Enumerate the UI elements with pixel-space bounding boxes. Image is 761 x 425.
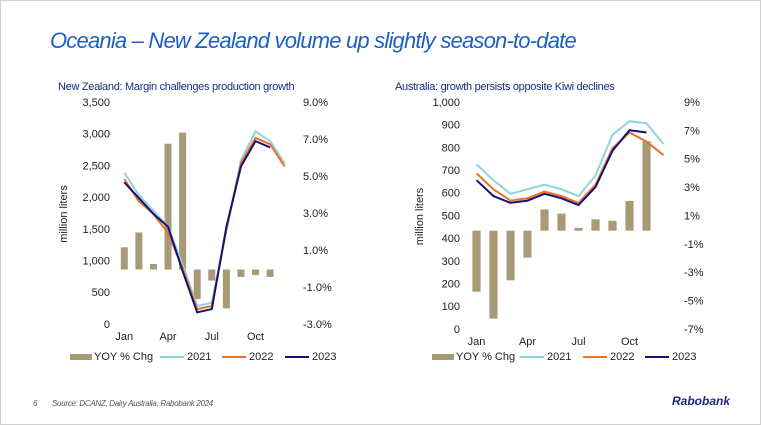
legend-label: 2021: [547, 351, 571, 363]
legend-swatch: [432, 354, 454, 360]
y-axis-label: million liters: [58, 185, 70, 243]
y2-tick-label: 1.0%: [303, 245, 328, 257]
y2-tick-label: 9.0%: [303, 97, 328, 109]
y-tick-label: 2,500: [82, 160, 110, 172]
y2-tick-label: 5.0%: [303, 171, 328, 183]
x-tick-label: Oct: [247, 331, 264, 343]
line-series: [475, 131, 665, 205]
y-tick-label: 3,500: [82, 97, 110, 109]
y-tick-label: 0: [104, 319, 110, 331]
legend-label: 2022: [610, 351, 634, 363]
x-tick-label: Jul: [205, 331, 219, 343]
y2-tick-label: -5%: [684, 296, 704, 308]
bar: [506, 230, 515, 281]
y2-tick-label: -1%: [684, 239, 704, 251]
y-tick-label: 400: [442, 233, 460, 245]
bar: [135, 232, 143, 270]
y2-tick-label: -3%: [684, 267, 704, 279]
bar: [489, 230, 498, 319]
legend-label: YOY % Chg: [456, 351, 515, 363]
chart-title: Australia: growth persists opposite Kiwi…: [395, 81, 615, 93]
bar: [193, 269, 201, 300]
y-tick-label: 500: [92, 287, 110, 299]
y-tick-label: 800: [442, 142, 460, 154]
line-series: [475, 129, 647, 207]
bar: [237, 269, 245, 277]
y-tick-label: 1,000: [82, 255, 110, 267]
y2-tick-label: 9%: [684, 97, 700, 109]
line-series: [123, 130, 286, 308]
legend-label: 2021: [187, 351, 211, 363]
y2-tick-label: 7.0%: [303, 134, 328, 146]
legend-label: YOY % Chg: [94, 351, 153, 363]
legend-swatch: [70, 354, 92, 360]
y-tick-label: 200: [442, 279, 460, 291]
bar: [266, 269, 274, 277]
y2-tick-label: 1%: [684, 210, 700, 222]
source-note: Source: DCANZ, Dairy Australia, Rabobank…: [52, 399, 214, 408]
y2-tick-label: -7%: [684, 324, 704, 336]
x-tick-label: Jan: [468, 336, 486, 348]
logo: Rabobank: [672, 394, 731, 408]
x-tick-label: Apr: [159, 331, 176, 343]
y-tick-label: 700: [442, 165, 460, 177]
legend-label: 2023: [312, 351, 336, 363]
legend-label: 2023: [672, 351, 696, 363]
bar: [608, 220, 617, 231]
y-tick-label: 300: [442, 256, 460, 268]
page-number: 6: [33, 399, 38, 408]
bar: [472, 230, 481, 292]
y2-tick-label: -1.0%: [303, 282, 332, 294]
bar: [222, 269, 230, 309]
bar: [591, 219, 600, 231]
y2-tick-label: 7%: [684, 125, 700, 137]
bar: [149, 263, 157, 270]
y-tick-label: 900: [442, 120, 460, 132]
bar: [164, 143, 172, 270]
y-tick-label: 100: [442, 301, 460, 313]
y-tick-label: 1,000: [432, 97, 460, 109]
y-tick-label: 500: [442, 210, 460, 222]
chart-title: New Zealand: Margin challenges productio…: [58, 81, 294, 93]
bar: [120, 247, 128, 270]
line-series: [475, 120, 665, 198]
x-tick-label: Apr: [519, 336, 536, 348]
y-tick-label: 1,500: [82, 224, 110, 236]
y2-tick-label: -3.0%: [303, 319, 332, 331]
bar: [179, 132, 187, 270]
y-tick-label: 600: [442, 188, 460, 200]
x-tick-label: Jul: [571, 336, 585, 348]
bar: [625, 200, 634, 231]
y2-tick-label: 5%: [684, 154, 700, 166]
line-series: [123, 139, 271, 314]
slide-title: Oceania – New Zealand volume up slightly…: [50, 28, 576, 53]
x-tick-label: Oct: [621, 336, 638, 348]
bar: [208, 269, 216, 281]
y-tick-label: 2,000: [82, 192, 110, 204]
y-axis-label: million liters: [414, 187, 426, 245]
y2-tick-label: 3%: [684, 182, 700, 194]
bar: [642, 141, 651, 231]
bar: [540, 209, 549, 231]
x-tick-label: Jan: [115, 331, 133, 343]
y2-tick-label: 3.0%: [303, 208, 328, 220]
y-tick-label: 3,000: [82, 129, 110, 141]
bar: [574, 227, 583, 231]
y-tick-label: 0: [454, 324, 460, 336]
bar: [523, 230, 532, 258]
bar: [557, 213, 566, 231]
bar: [252, 269, 260, 276]
legend-label: 2022: [249, 351, 273, 363]
